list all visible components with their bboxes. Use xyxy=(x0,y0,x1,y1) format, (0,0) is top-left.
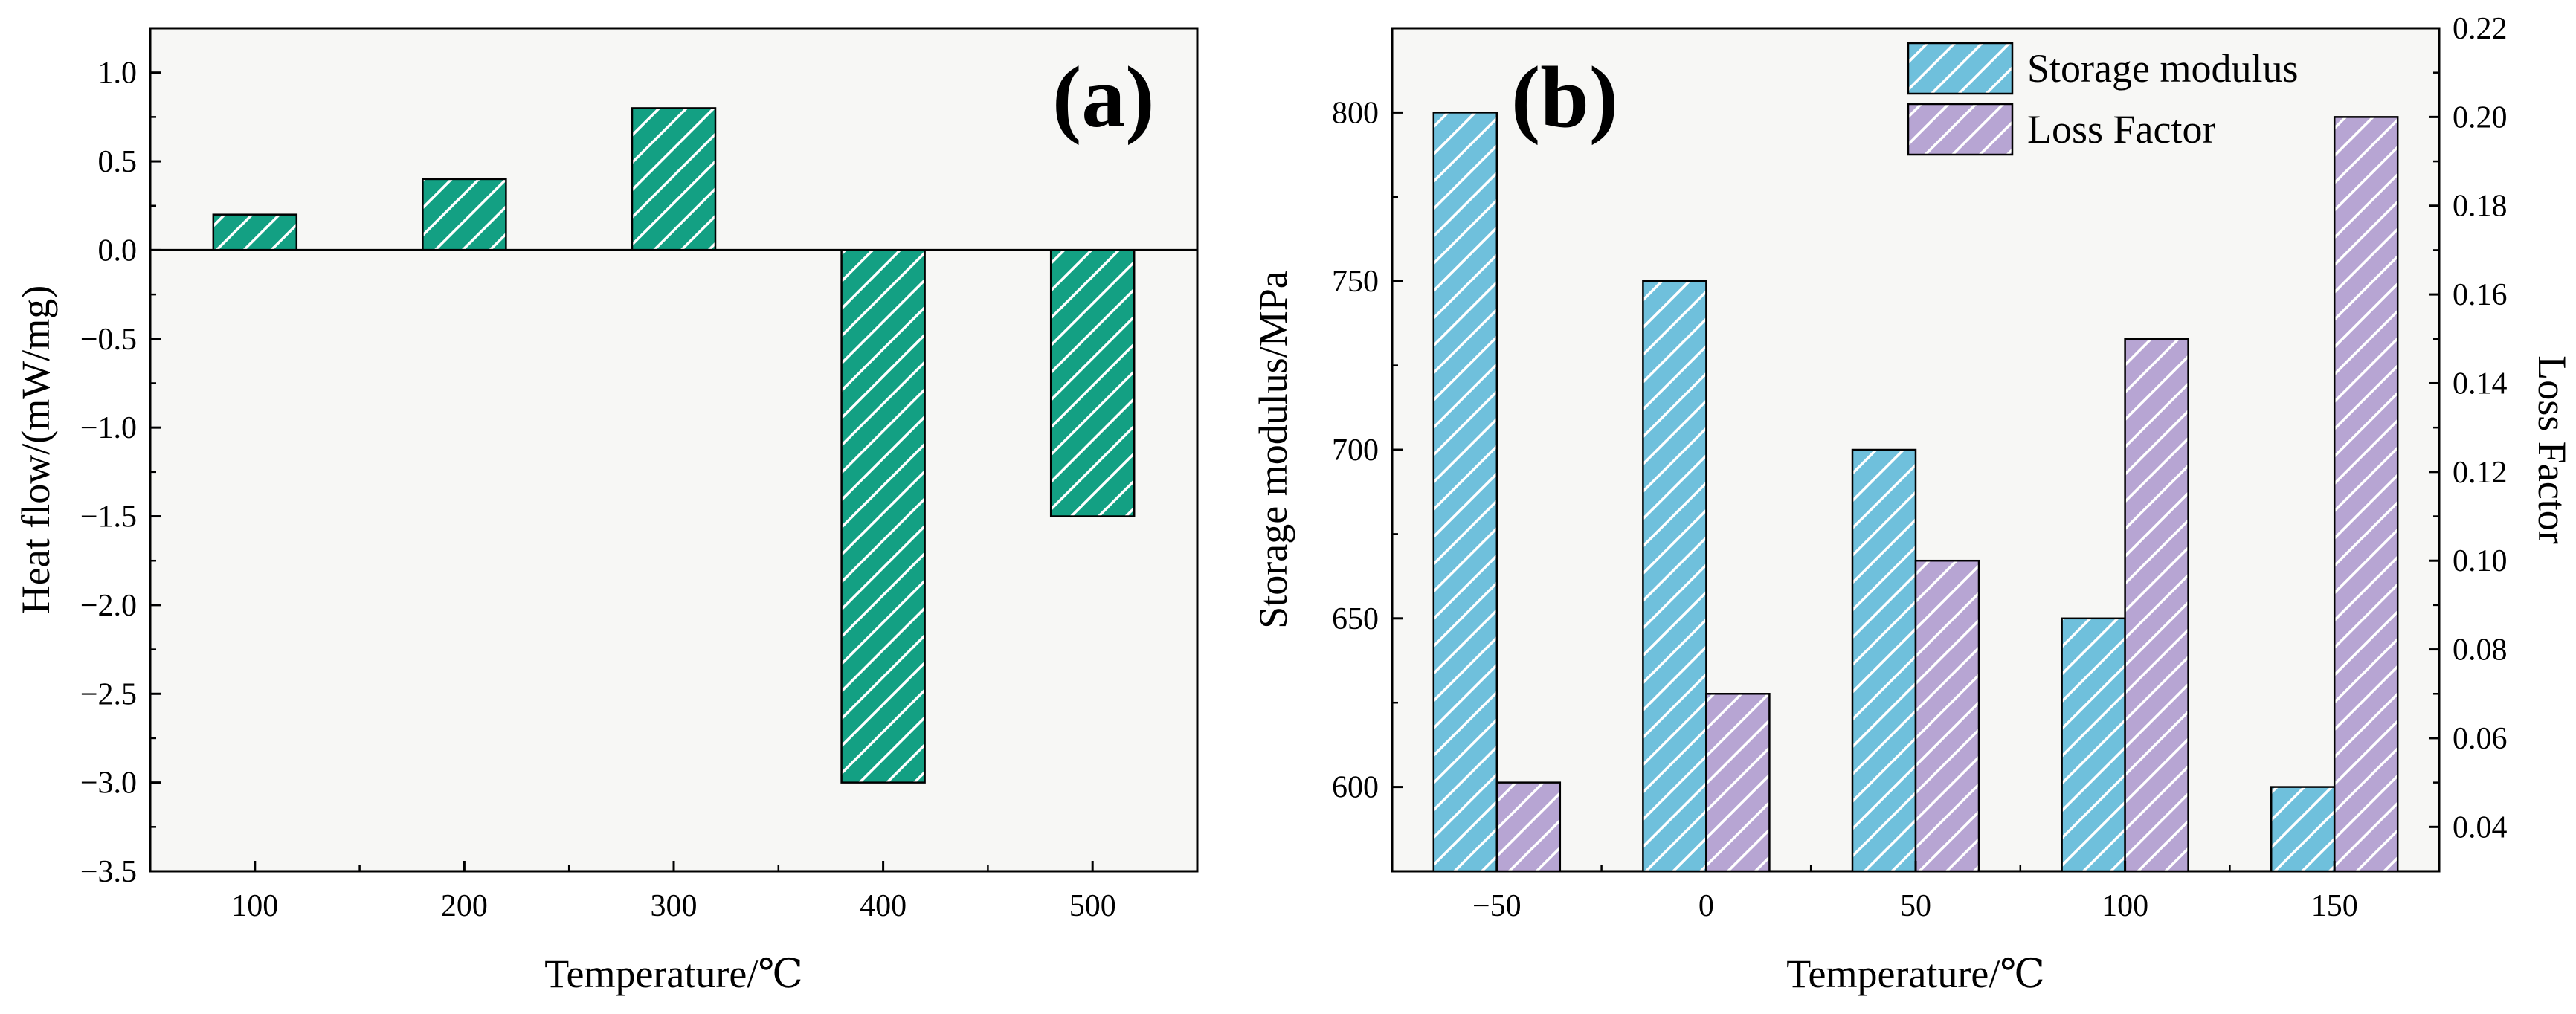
panel-label-b: (b) xyxy=(1511,48,1618,146)
ticks-a: 100 200 300 400 500 1.0 0.5 0.0 −0.5 −1.0 −1.5 −2.0… xyxy=(80,56,1116,923)
bar-a-200 xyxy=(422,178,507,251)
bars-b xyxy=(1432,112,2399,873)
y-tick-label-a: −1.5 xyxy=(80,500,137,535)
bar-a-100 xyxy=(212,213,298,251)
y2-tick-label-b: 0.16 xyxy=(2453,278,2508,312)
bar-storage-0 xyxy=(1642,280,1707,873)
x-tick-label-a: 100 xyxy=(231,889,278,923)
y-tick-label-a: −1.0 xyxy=(80,411,137,445)
y2-axis-title-b: Loss Factor xyxy=(2530,355,2575,543)
bar-storage-50 xyxy=(1851,448,1917,873)
y-axis-title-a: Heat flow/(mW/mg) xyxy=(13,285,58,614)
y-tick-label-b: 750 xyxy=(1332,265,1379,299)
x-tick-label-a: 200 xyxy=(441,889,488,923)
legend-label-storage: Storage modulus xyxy=(2027,46,2298,91)
ticks-b: −50 0 50 100 150 600 650 700 750 800 0.04 0.06 0.08 0… xyxy=(1332,12,2508,923)
y-tick-label-a: −2.0 xyxy=(80,589,137,623)
y-tick-label-b: 700 xyxy=(1332,433,1379,468)
panel-label-a: (a) xyxy=(1052,48,1155,146)
y2-tick-label-b: 0.08 xyxy=(2453,633,2508,668)
bar-a-400 xyxy=(840,249,926,784)
y2-tick-label-b: 0.10 xyxy=(2453,544,2508,578)
y-axis-title-b: Storage modulus/MPa xyxy=(1251,271,1295,629)
y-tick-label-b: 650 xyxy=(1332,602,1379,636)
x-tick-label-b: 50 xyxy=(1900,889,1931,923)
bar-loss-50 xyxy=(1914,559,1980,873)
x-tick-label-b: −50 xyxy=(1472,889,1522,923)
bar-storage-100 xyxy=(2061,617,2126,873)
y2-tick-label-b: 0.12 xyxy=(2453,456,2508,490)
x-tick-label-a: 400 xyxy=(860,889,907,923)
legend-swatch-storage xyxy=(1907,42,2014,95)
y2-tick-label-b: 0.20 xyxy=(2453,100,2508,135)
y2-tick-label-b: 0.06 xyxy=(2453,722,2508,756)
legend: Storage modulus Loss Factor xyxy=(1907,42,2298,156)
bar-loss-−50 xyxy=(1495,781,1562,873)
y-tick-label-a: −0.5 xyxy=(80,323,137,357)
y2-tick-label-b: 0.14 xyxy=(2453,366,2508,401)
bar-loss-150 xyxy=(2333,116,2399,873)
y-tick-label-b: 800 xyxy=(1332,96,1379,130)
x-tick-label-b: 150 xyxy=(2311,889,2358,923)
y-tick-label-a: −3.0 xyxy=(80,766,137,801)
y-tick-label-a: −3.5 xyxy=(80,855,137,889)
bar-a-300 xyxy=(631,107,717,251)
x-tick-label-b: 0 xyxy=(1698,889,1714,923)
y2-tick-label-b: 0.22 xyxy=(2453,12,2508,46)
x-axis-title-b: Temperature/℃ xyxy=(1786,952,2044,996)
bar-loss-0 xyxy=(1705,693,1771,873)
bar-storage-150 xyxy=(2270,786,2336,873)
y2-tick-label-b: 0.04 xyxy=(2453,810,2508,845)
y-tick-label-a: 0.0 xyxy=(98,233,138,268)
x-tick-label-a: 300 xyxy=(651,889,698,923)
bar-storage-−50 xyxy=(1432,112,1498,873)
y-tick-label-b: 600 xyxy=(1332,771,1379,805)
panel-a: 100 200 300 400 500 1.0 0.5 0.0 −0.5 −1.0 −1.5 −2.0… xyxy=(13,27,1199,996)
x-tick-label-a: 500 xyxy=(1069,889,1116,923)
bars-a xyxy=(212,107,1136,784)
y-tick-label-a: −2.5 xyxy=(80,677,137,711)
legend-label-loss: Loss Factor xyxy=(2027,107,2215,152)
panel-b: −50 0 50 100 150 600 650 700 750 800 0.04 0.06 0.08 0… xyxy=(1251,12,2575,996)
y2-tick-label-b: 0.18 xyxy=(2453,190,2508,224)
bar-loss-100 xyxy=(2124,338,2189,873)
y-tick-label-a: 1.0 xyxy=(98,56,138,91)
legend-swatch-loss xyxy=(1907,103,2014,156)
bar-a-500 xyxy=(1049,249,1136,517)
x-tick-label-b: 100 xyxy=(2102,889,2148,923)
x-axis-title-a: Temperature/℃ xyxy=(544,952,802,996)
y-tick-label-a: 0.5 xyxy=(98,145,138,179)
